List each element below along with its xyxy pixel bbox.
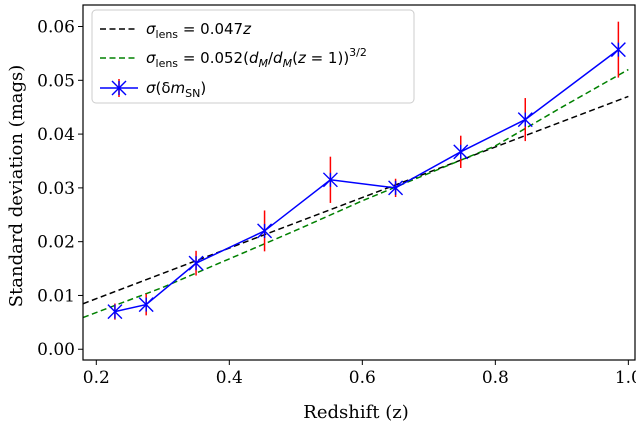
legend-0-z: z xyxy=(242,20,252,38)
legend-label-1: σlens = 0.052(dM/dM(z = 1))3/2 xyxy=(146,46,367,70)
legend-0-sub: lens xyxy=(156,28,179,41)
legend-1-sigma: σ xyxy=(146,49,156,67)
x-tick-label-3: 0.8 xyxy=(482,368,509,388)
y-axis-label: Standard deviation (mags) xyxy=(6,65,27,308)
legend-1-slash: / xyxy=(268,49,274,67)
x-tick-label-4: 1.0 xyxy=(615,368,636,388)
legend-0-sigma: σ xyxy=(146,20,156,38)
legend-1-paren: ( xyxy=(292,49,298,67)
legend-1-m2: M xyxy=(283,57,293,70)
sn-point-3 xyxy=(257,223,273,239)
legend-label-0: σlens = 0.047z xyxy=(146,20,252,41)
x-axis-label: Redshift (z) xyxy=(303,402,408,423)
sn-point-8 xyxy=(610,42,626,58)
x-tick-label-1: 0.4 xyxy=(216,368,243,388)
sn-point-2 xyxy=(188,255,204,271)
legend-2-m: m xyxy=(171,79,186,97)
y-tick-label-6: 0.06 xyxy=(37,18,75,38)
legend-1-sub: lens xyxy=(156,57,179,70)
plot-frame xyxy=(82,4,636,361)
sn-point-4 xyxy=(322,172,338,188)
sn-point-0 xyxy=(107,304,123,320)
x-tick-label-2: 0.6 xyxy=(349,368,376,388)
legend-1-m1: M xyxy=(258,57,268,70)
series-lens-dm xyxy=(83,68,629,319)
y-tick-label-1: 0.01 xyxy=(37,286,75,306)
legend-label-2: σ(δmSN) xyxy=(146,79,206,100)
axes: 0.2 0.4 0.6 0.8 1.0 0.00 0.01 0.02 0.03 0.04 0.05 0… xyxy=(37,4,636,388)
legend-1-d1: d xyxy=(249,49,259,67)
legend-2-sub: SN xyxy=(185,87,200,100)
y-tick-label-4: 0.04 xyxy=(37,125,75,145)
y-tick-label-2: 0.02 xyxy=(37,233,75,253)
legend-1-exp: 3/2 xyxy=(349,46,367,59)
series-lens-linear xyxy=(83,95,629,305)
legend-1-close: = 1)) xyxy=(306,49,349,67)
legend-2-close: ) xyxy=(200,79,206,97)
sn-point-5 xyxy=(388,180,404,196)
sn-point-7 xyxy=(517,112,533,128)
legend-1-d2: d xyxy=(273,49,283,67)
y-tick-label-3: 0.03 xyxy=(37,179,75,199)
y-tick-label-5: 0.05 xyxy=(37,71,75,91)
plot-area xyxy=(83,21,629,320)
legend-0-eq: = 0.047 xyxy=(178,20,243,38)
legend-1-eq: = 0.052( xyxy=(178,49,249,67)
x-tick-label-0: 0.2 xyxy=(83,368,110,388)
sn-point-6 xyxy=(453,144,469,160)
sn-point-1 xyxy=(138,297,154,313)
series-group xyxy=(83,21,629,320)
legend-2-sigma: σ xyxy=(146,79,156,97)
legend-1-z: z xyxy=(297,49,307,67)
legend-2-open: (δ xyxy=(156,79,171,97)
legend-box xyxy=(91,9,415,104)
y-tick-label-0: 0.00 xyxy=(37,340,75,360)
